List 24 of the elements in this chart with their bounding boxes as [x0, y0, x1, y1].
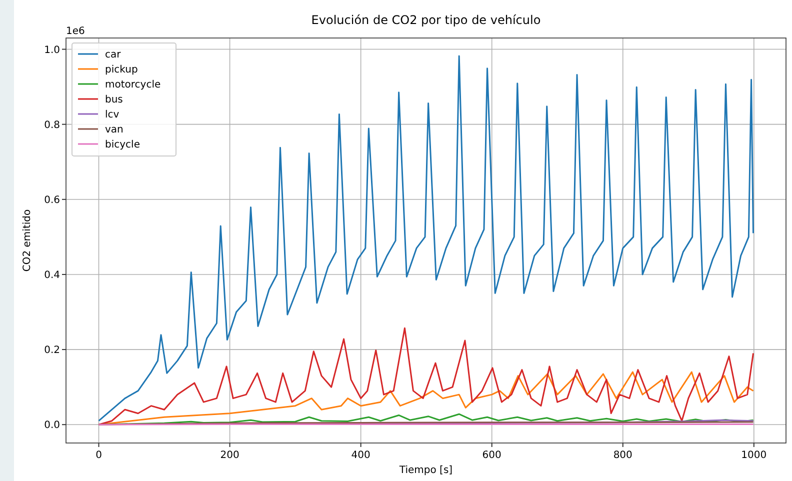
legend-label: bus: [105, 94, 123, 106]
y-tick-label: 0.4: [44, 270, 60, 281]
legend-label: bicycle: [105, 140, 140, 150]
y-tick-label: 0.0: [44, 420, 60, 432]
y-tick-label: 0.8: [44, 120, 60, 131]
y-axis-title: CO2 emitido: [22, 209, 33, 272]
legend-label: pickup: [105, 64, 138, 76]
legend-label: van: [105, 124, 124, 136]
line-series: [98, 327, 754, 426]
x-tick-label: 0: [96, 450, 102, 461]
text: 1e6: [66, 26, 85, 37]
x-tick-label: 200: [220, 450, 240, 461]
legend-label: lcv: [105, 110, 120, 120]
y-tick-label: 1.0: [44, 44, 60, 56]
x-tick-label: 600: [482, 450, 502, 461]
legend-label: car: [105, 50, 122, 60]
legend-label: motorcycle: [105, 80, 161, 90]
chart-title: Evolución de CO2 por tipo de vehículo: [311, 13, 541, 27]
x-tick-label: 800: [613, 450, 632, 461]
y-tick-label: 0.6: [44, 194, 60, 206]
x-axis-title: Tiempo [s]: [398, 465, 453, 476]
y-tick-label: 0.2: [44, 345, 60, 356]
x-tick-label: 400: [351, 450, 370, 461]
x-tick-label: 1000: [741, 450, 767, 461]
